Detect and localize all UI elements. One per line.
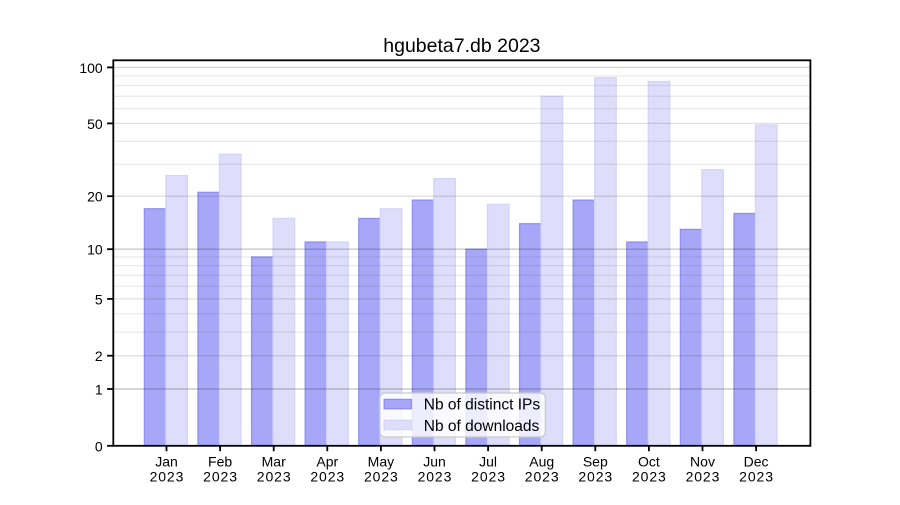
svg-text:Jul: Jul [479, 453, 497, 469]
svg-text:100: 100 [79, 60, 103, 76]
svg-text:2023: 2023 [739, 468, 774, 484]
svg-text:2023: 2023 [203, 468, 238, 484]
svg-text:2023: 2023 [364, 468, 399, 484]
svg-text:May: May [368, 453, 394, 469]
svg-text:2023: 2023 [525, 468, 560, 484]
svg-text:Jan: Jan [155, 453, 178, 469]
svg-text:2: 2 [95, 348, 103, 364]
svg-text:Jun: Jun [423, 453, 446, 469]
svg-text:2023: 2023 [471, 468, 506, 484]
svg-text:Mar: Mar [262, 453, 286, 469]
svg-text:20: 20 [87, 189, 103, 205]
svg-text:hgubeta7.db 2023: hgubeta7.db 2023 [383, 35, 540, 57]
svg-text:Aug: Aug [529, 453, 554, 469]
svg-text:2023: 2023 [632, 468, 667, 484]
svg-text:Nb of downloads: Nb of downloads [424, 418, 540, 435]
svg-text:10: 10 [87, 242, 103, 258]
svg-text:Nb of distinct IPs: Nb of distinct IPs [424, 397, 541, 414]
svg-text:Dec: Dec [744, 453, 769, 469]
svg-text:5: 5 [95, 291, 103, 307]
svg-text:2023: 2023 [686, 468, 721, 484]
svg-text:0: 0 [95, 438, 103, 454]
svg-text:2023: 2023 [310, 468, 345, 484]
svg-text:2023: 2023 [418, 468, 453, 484]
svg-text:1: 1 [95, 382, 103, 398]
svg-text:Sep: Sep [583, 453, 608, 469]
svg-text:Nov: Nov [690, 453, 715, 469]
svg-text:2023: 2023 [578, 468, 613, 484]
svg-text:2023: 2023 [257, 468, 292, 484]
svg-text:Apr: Apr [316, 453, 338, 469]
svg-text:50: 50 [87, 116, 103, 132]
svg-text:Feb: Feb [208, 453, 232, 469]
svg-text:2023: 2023 [150, 468, 185, 484]
svg-text:Oct: Oct [638, 453, 660, 469]
